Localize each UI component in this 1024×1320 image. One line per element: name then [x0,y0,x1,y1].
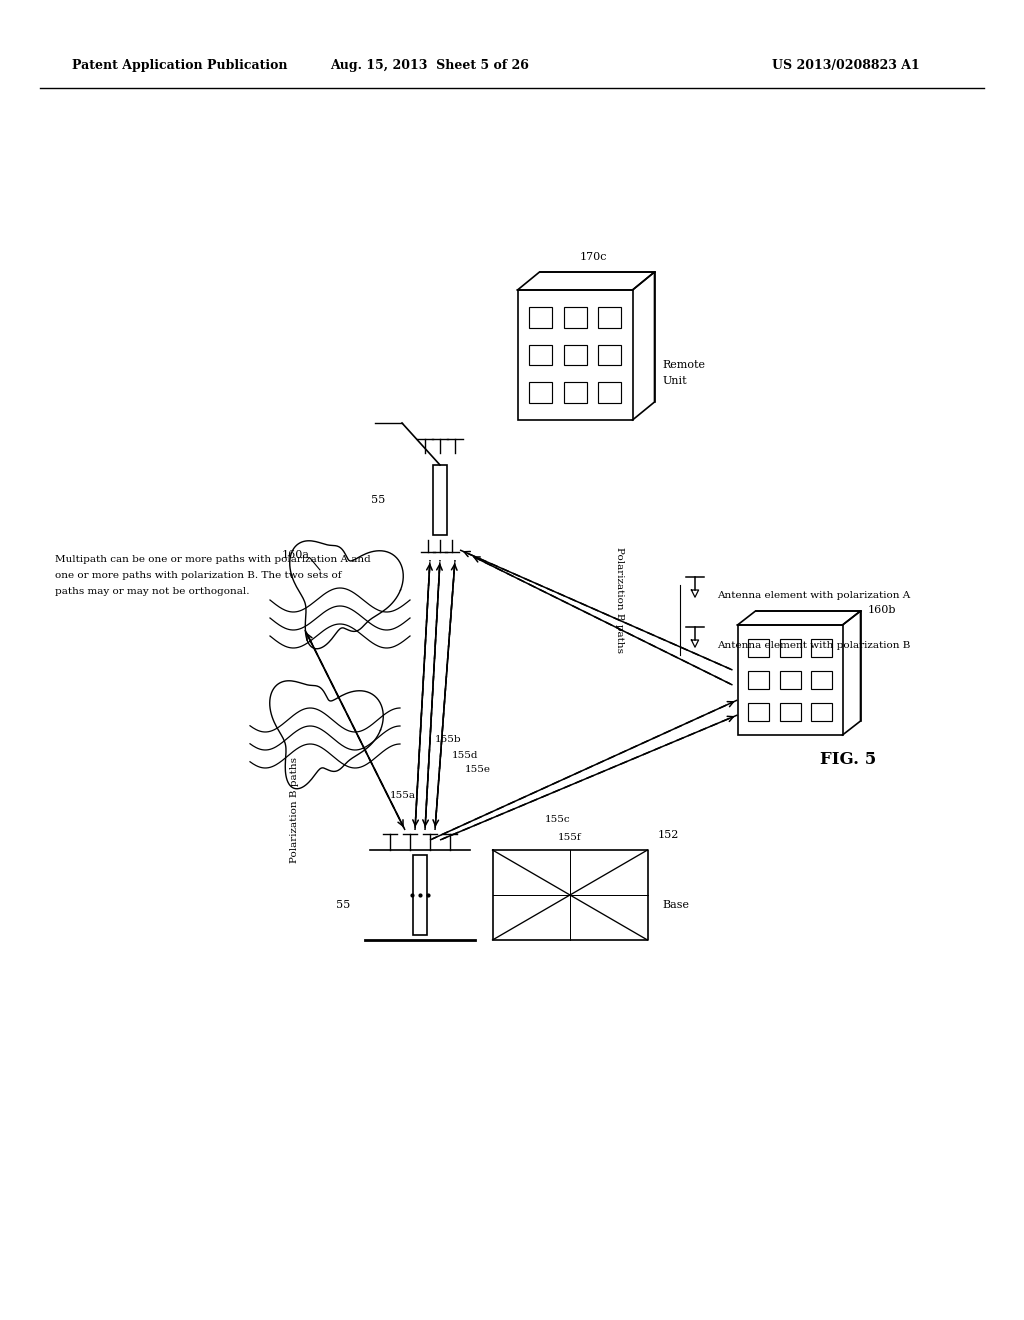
Text: 160b: 160b [867,605,896,615]
Text: Base: Base [663,900,689,909]
Bar [779,671,801,689]
Text: 155e: 155e [465,766,490,775]
Text: US 2013/0208823 A1: US 2013/0208823 A1 [772,58,920,71]
Bar [433,465,447,535]
Bar [529,306,552,327]
Bar [779,704,801,721]
Text: Patent Application Publication: Patent Application Publication [72,58,288,71]
Text: Aug. 15, 2013  Sheet 5 of 26: Aug. 15, 2013 Sheet 5 of 26 [331,58,529,71]
Bar [563,383,587,403]
Text: Polarization B paths: Polarization B paths [615,546,624,653]
Text: 155c: 155c [545,816,570,825]
Bar [779,639,801,657]
Bar [811,671,831,689]
Bar [563,345,587,366]
Bar [563,306,587,327]
Text: Unit: Unit [663,376,687,385]
Bar [748,671,769,689]
Bar [529,345,552,366]
Bar [748,639,769,657]
Text: Polarization B paths: Polarization B paths [290,756,299,863]
Bar [748,704,769,721]
Text: 55: 55 [371,495,385,506]
Bar [811,639,831,657]
Bar [413,855,427,935]
Text: 155f: 155f [558,833,582,842]
Bar [811,704,831,721]
Text: one or more paths with polarization B. The two sets of: one or more paths with polarization B. T… [55,572,341,579]
Text: 155b: 155b [435,735,462,744]
Bar [598,345,621,366]
Text: FIG. 5: FIG. 5 [820,751,877,768]
Text: 170c: 170c [580,252,607,261]
Text: Antenna element with polarization B: Antenna element with polarization B [717,640,910,649]
Text: Multipath can be one or more paths with polarization A and: Multipath can be one or more paths with … [55,554,371,564]
Text: 155d: 155d [452,751,478,759]
Bar [517,290,633,420]
Text: paths may or may not be orthogonal.: paths may or may not be orthogonal. [55,587,250,597]
Text: 160a: 160a [282,550,310,560]
Text: 152: 152 [657,830,679,840]
Bar [598,306,621,327]
Bar [737,624,843,735]
Text: 55: 55 [336,900,350,909]
Bar [598,383,621,403]
Text: Antenna element with polarization A: Antenna element with polarization A [717,590,910,599]
Text: 155a: 155a [390,791,416,800]
Bar [529,383,552,403]
Text: Remote: Remote [663,360,706,370]
